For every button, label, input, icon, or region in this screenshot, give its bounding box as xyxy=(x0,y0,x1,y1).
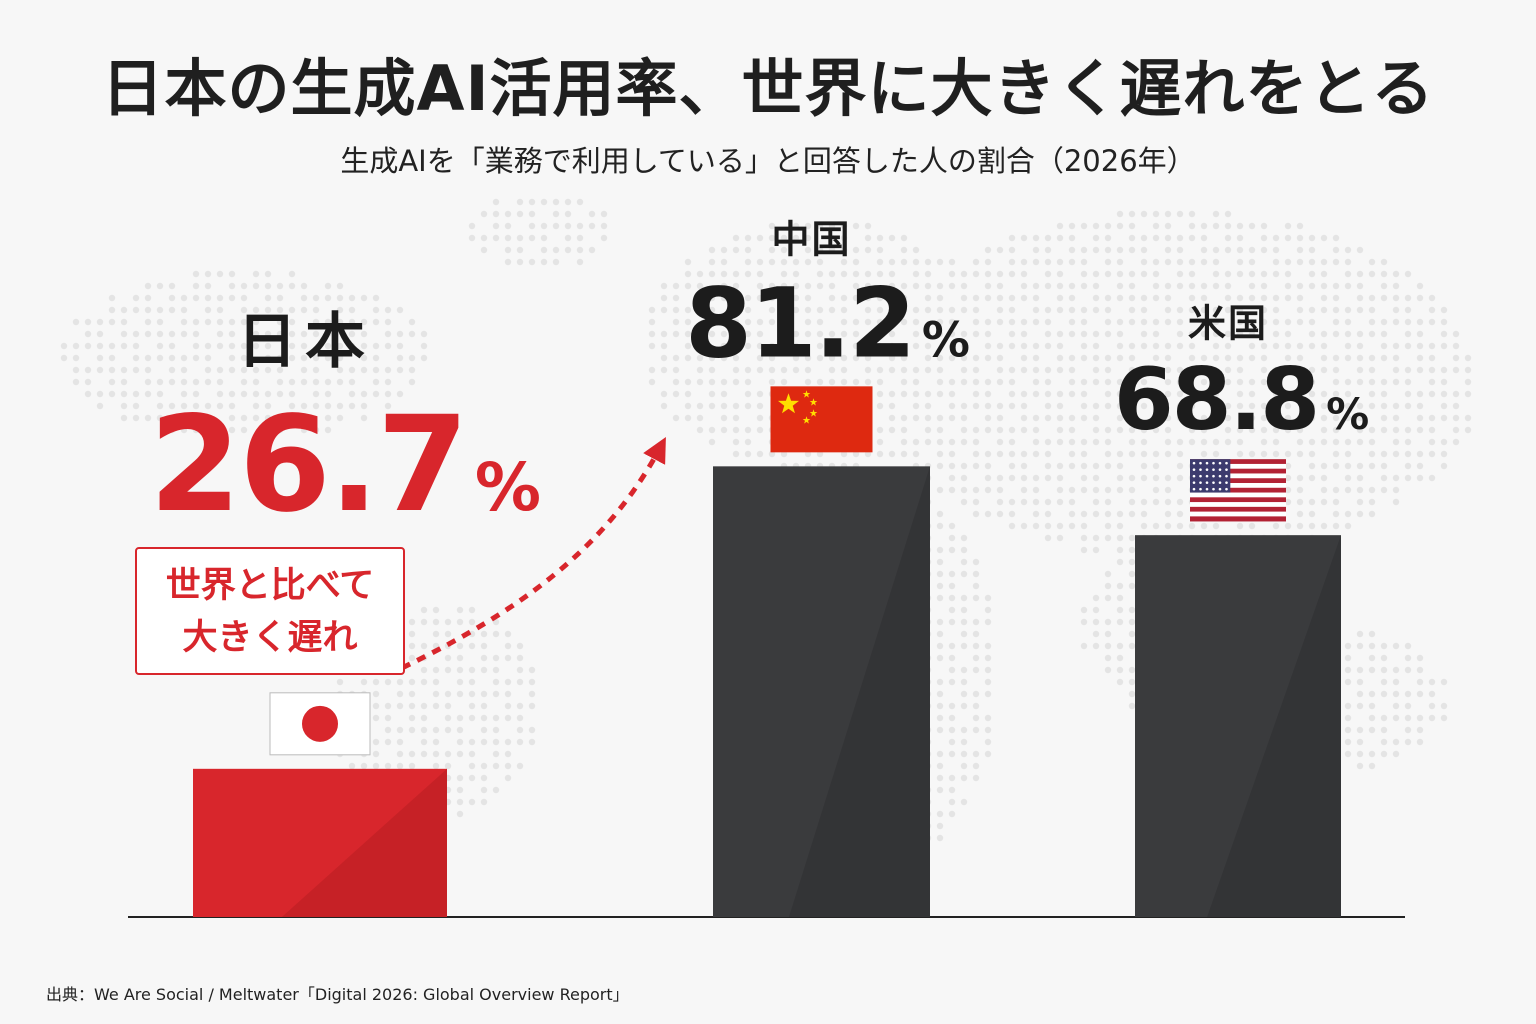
value-unit-0: % xyxy=(475,449,541,526)
bar-group-2: 68.8 % 米国 xyxy=(1114,301,1369,917)
value-label-0: 26.7 xyxy=(149,388,467,542)
bar-group-1: 81.2 % 中国 xyxy=(685,218,970,917)
bar-shade-2 xyxy=(1207,535,1341,917)
value-label-1: 81.2 xyxy=(685,267,914,379)
bar-shade-0 xyxy=(281,768,447,917)
page-title: 日本の生成AI活用率、世界に大きく遅れをとる xyxy=(101,52,1435,125)
bar-shade-1 xyxy=(788,466,930,917)
bar-group-0: 26.7 % 日本 xyxy=(149,307,541,917)
source-note: 出典：We Are Social / Meltwater「Digital 202… xyxy=(46,985,629,1004)
trend-arrow xyxy=(400,436,666,671)
value-label-2: 68.8 xyxy=(1114,350,1318,450)
page-subtitle: 生成AIを「業務で利用している」と回答した人の割合（2026年） xyxy=(340,144,1196,178)
usa-flag xyxy=(1190,459,1286,522)
category-label-0: 日本 xyxy=(237,307,373,377)
category-label-2: 米国 xyxy=(1188,301,1268,345)
callout-line-2: 大きく遅れ xyxy=(182,618,358,658)
value-unit-2: % xyxy=(1326,390,1369,440)
callout-box: 世界と比べて 大きく遅れ xyxy=(135,547,405,675)
value-unit-1: % xyxy=(922,312,970,368)
category-label-1: 中国 xyxy=(771,218,851,262)
japan-flag xyxy=(269,692,371,756)
china-flag xyxy=(770,386,873,453)
callout-line-1: 世界と比べて xyxy=(165,566,375,606)
